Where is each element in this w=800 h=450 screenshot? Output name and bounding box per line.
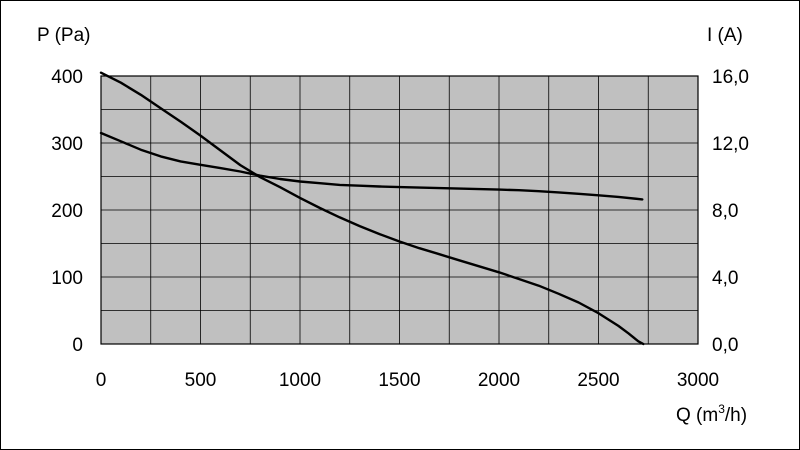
- y-right-tick-labels: 0,0 4,0 8,0 12,0 16,0: [712, 67, 749, 356]
- x-axis-title-tail: /h): [725, 405, 747, 426]
- series-layer: [99, 71, 645, 346]
- x-tick-label: 1000: [279, 370, 321, 391]
- x-tick-labels: 0 500 1000 1500 2000 2500 3000: [96, 370, 719, 391]
- y-left-tick-label: 0: [72, 335, 83, 356]
- x-axis-title-main: Q (m: [676, 405, 718, 426]
- x-axis-title-superscript: 3: [718, 402, 725, 416]
- x-axis-title: Q (m3/h): [676, 402, 747, 426]
- y-right-tick-label: 12,0: [712, 134, 749, 155]
- y-right-tick-label: 16,0: [712, 67, 749, 88]
- y-right-tick-label: 8,0: [712, 201, 738, 222]
- x-tick-label: 3000: [677, 370, 719, 391]
- y-right-tick-label: 4,0: [712, 268, 738, 289]
- plot-border: [100, 75, 699, 345]
- y-left-tick-label: 100: [51, 268, 83, 289]
- y-left-tick-labels: 0 100 200 300 400: [51, 67, 83, 356]
- y-right-axis-title: I (A): [707, 25, 743, 46]
- x-tick-label: 1500: [378, 370, 420, 391]
- x-tick-label: 2000: [478, 370, 520, 391]
- y-left-axis-title: P (Pa): [37, 25, 91, 46]
- series-line-current: [99, 131, 644, 201]
- y-left-tick-label: 300: [51, 134, 83, 155]
- grid-lines: [101, 76, 698, 344]
- y-left-tick-label: 400: [51, 67, 83, 88]
- x-tick-label: 500: [185, 370, 217, 391]
- y-left-tick-label: 200: [51, 201, 83, 222]
- x-tick-label: 2500: [577, 370, 619, 391]
- x-tick-label: 0: [96, 370, 107, 391]
- y-right-tick-label: 0,0: [712, 335, 738, 356]
- series-line-pressure: [99, 71, 645, 346]
